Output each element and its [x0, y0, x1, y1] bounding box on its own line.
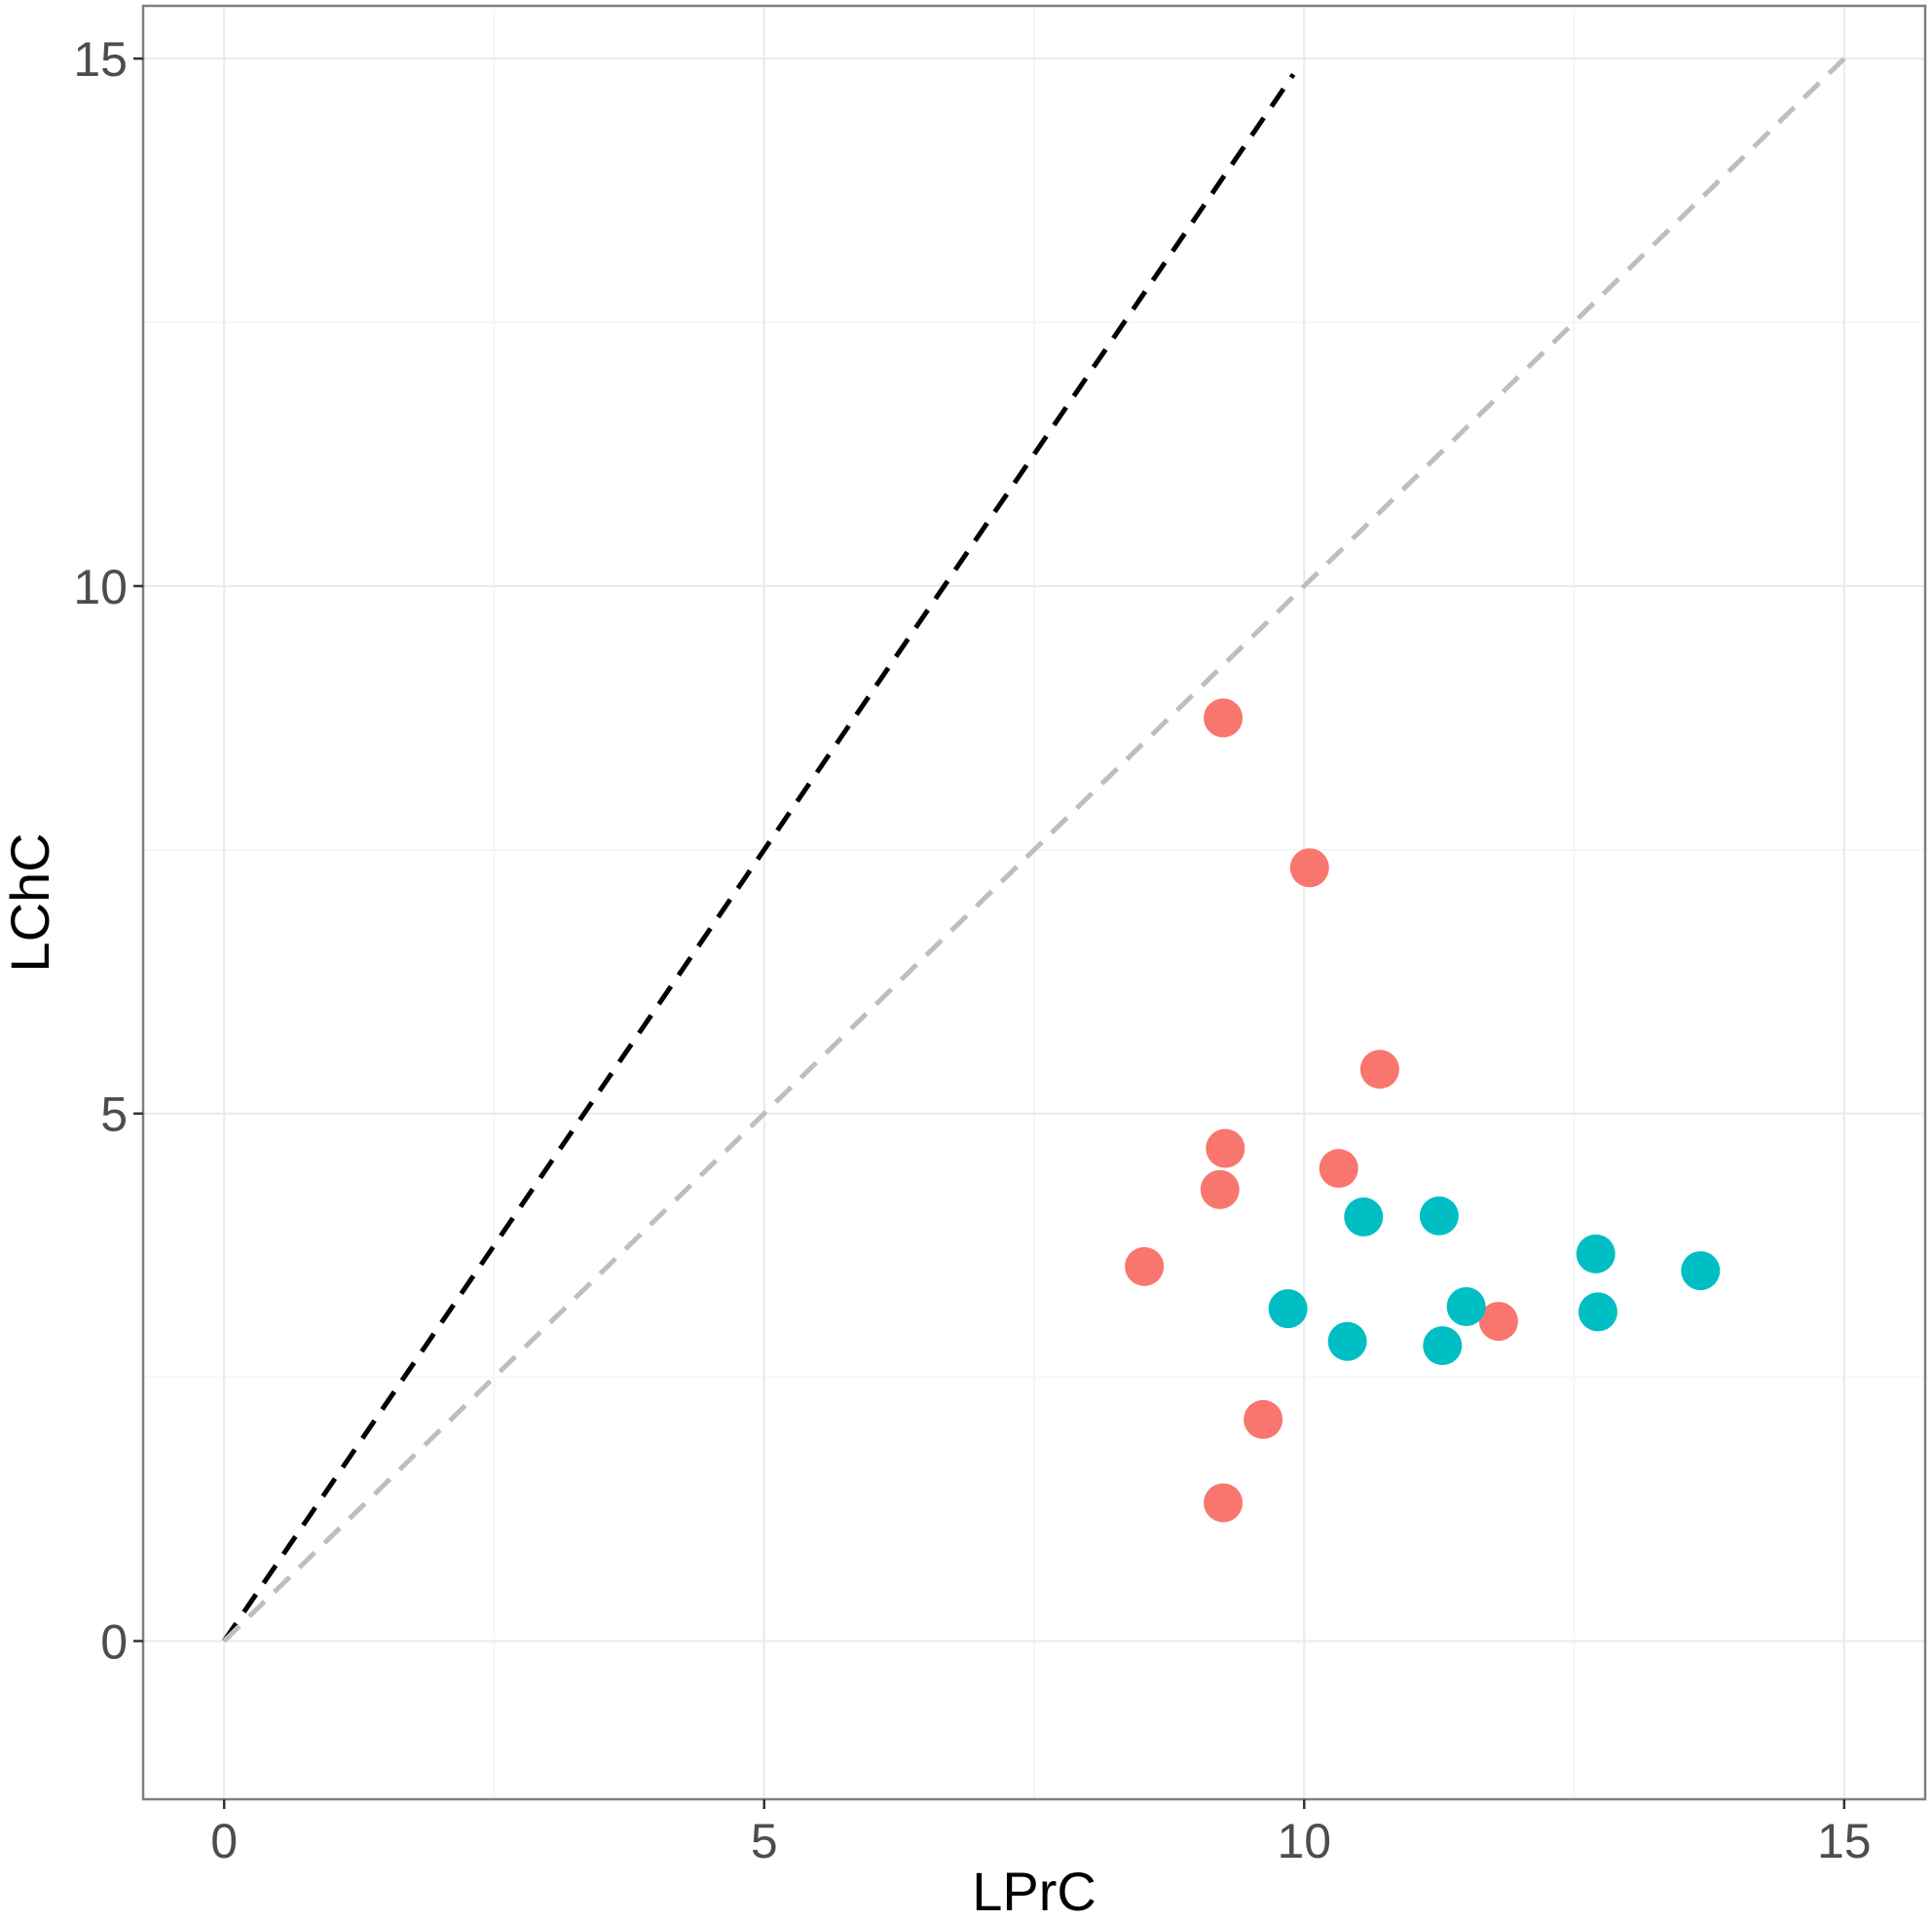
x-tick-label: 15 [1817, 1814, 1872, 1868]
teal-data-point [1327, 1321, 1367, 1361]
teal-data-point [1419, 1196, 1459, 1236]
red-data-point [1206, 1128, 1245, 1168]
red-data-point [1359, 1050, 1399, 1089]
x-axis-title: LPrC [972, 1861, 1096, 1920]
teal-data-point [1681, 1251, 1721, 1291]
red-data-point [1244, 1399, 1283, 1439]
reference-lines [222, 56, 1846, 1643]
teal-data-point [1576, 1234, 1616, 1274]
y-tick-label: 10 [73, 560, 128, 614]
minor-gridlines [143, 6, 1925, 1799]
y-tick-label: 5 [100, 1088, 128, 1142]
x-tick-label: 10 [1277, 1814, 1331, 1868]
red-data-point [1125, 1246, 1165, 1286]
red-data-point [1204, 1483, 1244, 1523]
axis-ticks [133, 56, 1846, 1809]
x-tick-label: 5 [751, 1814, 778, 1868]
grey-dashed-reference-line [222, 56, 1846, 1643]
red-data-point [1478, 1302, 1518, 1342]
y-axis-title: LChC [0, 832, 60, 972]
teal-data-point [1423, 1326, 1463, 1366]
y-tick-label: 15 [73, 32, 128, 87]
axis-tick-labels: 0 5 10 15 0 5 10 15 [73, 32, 1871, 1868]
y-tick-label: 0 [100, 1614, 128, 1669]
red-data-point [1319, 1149, 1358, 1189]
panel-border [141, 4, 1927, 1801]
major-gridlines [143, 6, 1925, 1799]
teal-data-point [1344, 1197, 1384, 1237]
teal-data-point [1446, 1286, 1486, 1326]
red-data-point [1200, 1169, 1240, 1209]
black-dashed-reference-line [222, 73, 1296, 1643]
red-data-point [1289, 848, 1329, 888]
x-tick-label: 0 [210, 1814, 238, 1868]
teal-data-point [1578, 1292, 1617, 1332]
data-points [1125, 698, 1721, 1523]
red-data-point [1204, 698, 1244, 738]
teal-data-point [1268, 1289, 1308, 1329]
